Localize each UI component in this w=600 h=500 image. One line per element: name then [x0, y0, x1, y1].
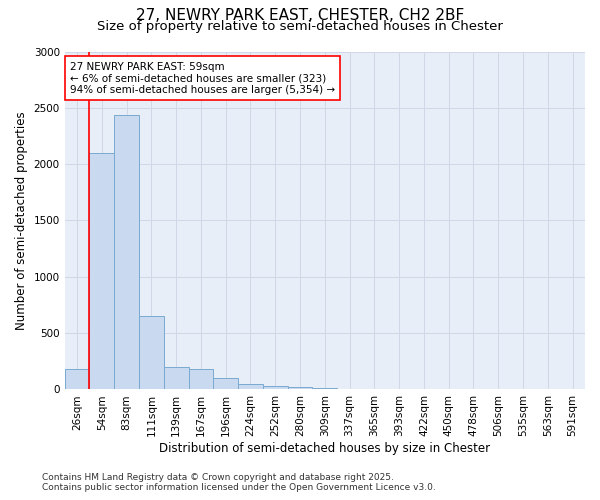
Bar [313, 388, 337, 390]
Bar [139, 316, 164, 390]
Text: Size of property relative to semi-detached houses in Chester: Size of property relative to semi-detach… [97, 20, 503, 33]
Bar [287, 387, 313, 390]
Bar [164, 367, 188, 390]
Bar [188, 368, 214, 390]
Text: 27, NEWRY PARK EAST, CHESTER, CH2 2BF: 27, NEWRY PARK EAST, CHESTER, CH2 2BF [136, 8, 464, 22]
Bar [263, 386, 287, 390]
Bar [214, 378, 238, 390]
X-axis label: Distribution of semi-detached houses by size in Chester: Distribution of semi-detached houses by … [159, 442, 490, 455]
Bar [89, 153, 114, 390]
Bar [65, 369, 89, 390]
Bar [238, 384, 263, 390]
Y-axis label: Number of semi-detached properties: Number of semi-detached properties [15, 111, 28, 330]
Bar [114, 114, 139, 390]
Text: Contains HM Land Registry data © Crown copyright and database right 2025.
Contai: Contains HM Land Registry data © Crown c… [42, 473, 436, 492]
Text: 27 NEWRY PARK EAST: 59sqm
← 6% of semi-detached houses are smaller (323)
94% of : 27 NEWRY PARK EAST: 59sqm ← 6% of semi-d… [70, 62, 335, 95]
